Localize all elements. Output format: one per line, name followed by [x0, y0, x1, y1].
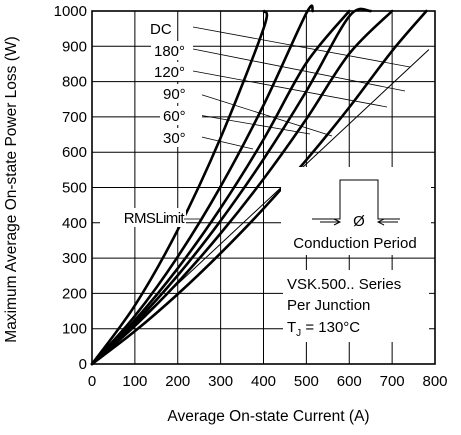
legend-label-30deg: 30° [163, 130, 186, 147]
tj-value: = 130°C [301, 319, 360, 336]
legend-label-bg [147, 19, 177, 38]
leader-180deg [192, 48, 406, 92]
series-dc [90, 9, 428, 366]
legend-label-180deg: 180° [154, 43, 185, 60]
legend-leader-lines [192, 26, 411, 150]
series-120deg [90, 7, 372, 366]
y-tick-label: 600 [62, 144, 87, 161]
junction-temperature-label: TJ = 130°C [287, 319, 360, 339]
x-tick-label: 200 [165, 373, 190, 390]
conduction-period-bg [281, 167, 431, 255]
x-tick-label: 300 [208, 373, 233, 390]
series-30deg [90, 9, 269, 366]
junction-label: Per Junction [287, 297, 370, 314]
legend-label-bg [151, 62, 193, 81]
series-label: VSK.500.. Series [287, 276, 401, 293]
x-tick-label: 100 [122, 373, 147, 390]
series-rms-limit [91, 49, 430, 365]
leader-dc [192, 26, 411, 68]
legend-label-60deg: 60° [163, 108, 186, 125]
legend-label-120deg: 120° [154, 64, 185, 81]
legend-label-bg [160, 128, 202, 147]
legend-label-bg [151, 41, 193, 60]
x-tick-label: 600 [337, 373, 362, 390]
leader-90deg [192, 91, 333, 137]
device-info-bg [283, 270, 429, 342]
legend-label-90deg: 90° [163, 86, 186, 103]
curves [90, 4, 430, 366]
leader-60deg [192, 113, 311, 135]
conduction-arrows-icon [320, 218, 398, 226]
conduction-period-label: Conduction Period [293, 235, 416, 252]
tj-subscript: J [296, 328, 301, 339]
y-tick-label: 1000 [54, 3, 87, 20]
y-tick-label: 400 [62, 215, 87, 232]
tj-symbol: T [287, 319, 296, 336]
y-tick-label: 300 [62, 250, 87, 267]
y-axis-ticks: 0 100 200 300 400 500 600 700 800 900 1000 [54, 3, 87, 373]
y-tick-label: 900 [62, 38, 87, 55]
legend-label-bg [160, 84, 202, 103]
leader-120deg [192, 70, 388, 108]
y-tick-label: 100 [62, 321, 87, 338]
conduction-pulse-icon [312, 179, 400, 220]
y-tick-label: 800 [62, 74, 87, 91]
y-tick-label: 0 [79, 356, 87, 373]
legend-label-bg [160, 106, 202, 125]
x-axis-label: Average On-state Current (A) [167, 408, 369, 425]
legend-label-dc: DC [150, 21, 172, 38]
phi-symbol: Ø [353, 213, 365, 230]
leader-30deg [192, 134, 254, 150]
rms-limit-label: RMSLimit [124, 210, 186, 227]
x-axis-ticks: 0 100 200 300 400 500 600 700 800 [88, 373, 448, 390]
y-axis-label: Maximum Average On-state Power Loss (W) [3, 36, 20, 342]
y-tick-label: 200 [62, 285, 87, 302]
y-tick-label: 500 [62, 180, 87, 197]
x-tick-label: 0 [88, 373, 96, 390]
series-90deg [90, 9, 351, 366]
series-180deg [90, 9, 394, 366]
y-tick-label: 700 [62, 109, 87, 126]
x-tick-label: 700 [380, 373, 405, 390]
x-tick-label: 800 [422, 373, 447, 390]
legend-labels: DC 180° 120° 90° 60° 30° [147, 19, 202, 147]
series-60deg [90, 4, 315, 366]
rms-limit-label-bg [100, 208, 186, 227]
x-tick-label: 400 [251, 373, 276, 390]
x-tick-label: 500 [294, 373, 319, 390]
